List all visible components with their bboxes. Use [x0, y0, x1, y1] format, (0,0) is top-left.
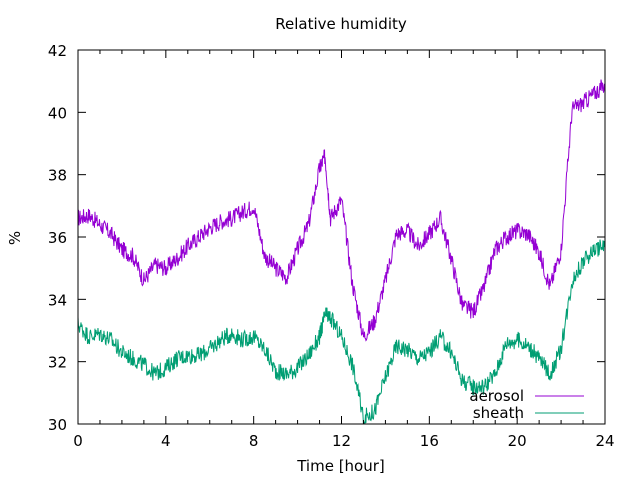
series-line-sheath — [77, 239, 606, 425]
ticks-layer: 0 4 8 12 16 20 24 30 32 34 36 38 40 42 — [48, 42, 615, 450]
x-tick-label: 0 — [73, 432, 83, 450]
y-tick-label: 40 — [48, 104, 67, 122]
legend: aerosol sheath — [469, 387, 584, 422]
legend-label-aerosol: aerosol — [469, 387, 524, 405]
legend-label-sheath: sheath — [473, 404, 524, 422]
x-tick-label: 4 — [161, 432, 171, 450]
plot-frame — [77, 49, 606, 425]
y-tick-label: 38 — [48, 167, 67, 185]
x-tick-label: 24 — [595, 432, 614, 450]
x-axis-label: Time [hour] — [296, 457, 385, 475]
x-tick-label: 8 — [249, 432, 259, 450]
y-tick-label: 30 — [48, 416, 67, 434]
x-tick-label: 16 — [420, 432, 439, 450]
x-tick-label: 12 — [332, 432, 351, 450]
y-tick-label: 34 — [48, 291, 67, 309]
y-tick-label: 32 — [48, 354, 67, 372]
y-tick-label: 36 — [48, 229, 67, 247]
x-tick-label: 20 — [508, 432, 527, 450]
chart-title: Relative humidity — [275, 15, 407, 33]
series-layer — [77, 79, 606, 425]
y-tick-label: 42 — [48, 42, 67, 60]
y-axis-label: % — [6, 231, 24, 245]
series-line-aerosol — [77, 79, 605, 342]
